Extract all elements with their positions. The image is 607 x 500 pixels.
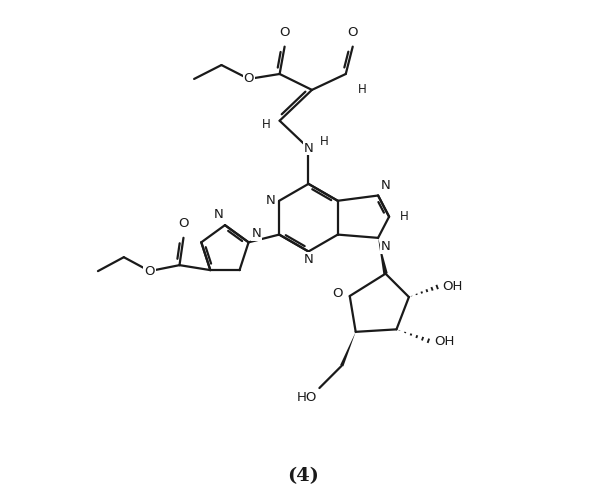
Polygon shape	[378, 238, 388, 274]
Text: OH: OH	[434, 336, 454, 348]
Text: N: N	[251, 227, 262, 240]
Polygon shape	[340, 332, 356, 366]
Text: H: H	[400, 210, 409, 223]
Text: H: H	[262, 118, 271, 131]
Text: O: O	[243, 72, 254, 86]
Text: N: N	[381, 179, 390, 192]
Text: N: N	[304, 253, 313, 266]
Text: HO: HO	[297, 390, 317, 404]
Text: N: N	[304, 142, 313, 154]
Text: (4): (4)	[288, 467, 319, 485]
Text: N: N	[266, 194, 276, 207]
Text: H: H	[319, 134, 328, 147]
Text: N: N	[381, 240, 390, 254]
Text: O: O	[144, 264, 155, 278]
Text: O: O	[178, 217, 189, 230]
Text: H: H	[358, 83, 367, 96]
Text: OH: OH	[443, 280, 463, 292]
Text: N: N	[214, 208, 223, 221]
Text: O: O	[332, 287, 343, 300]
Text: O: O	[279, 26, 290, 38]
Text: O: O	[347, 26, 358, 38]
